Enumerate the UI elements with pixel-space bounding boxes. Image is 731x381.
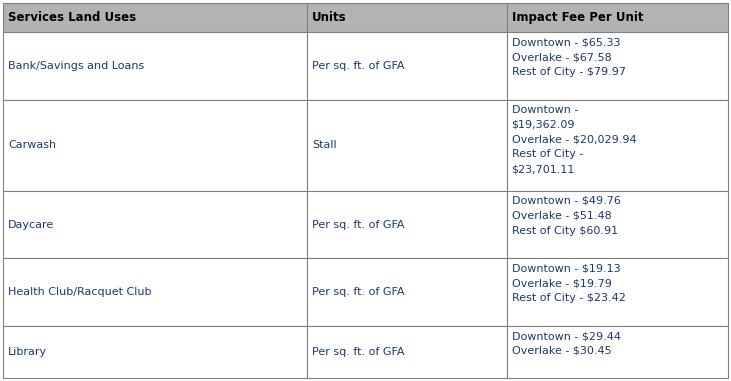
Text: Downtown - $65.33
Overlake - $67.58
Rest of City - $79.97: Downtown - $65.33 Overlake - $67.58 Rest… [512, 37, 626, 77]
Text: Downtown - $19.13
Overlake - $19.79
Rest of City - $23.42: Downtown - $19.13 Overlake - $19.79 Rest… [512, 264, 626, 303]
Text: Per sq. ft. of GFA: Per sq. ft. of GFA [312, 287, 405, 297]
Bar [3, 32, 307, 100]
Text: Downtown - $29.44
Overlake - $30.45: Downtown - $29.44 Overlake - $30.45 [512, 331, 621, 356]
Bar [507, 191, 728, 258]
Bar [3, 100, 307, 191]
Text: Downtown -
$19,362.09
Overlake - $20,029.94
Rest of City -
$23,701.11: Downtown - $19,362.09 Overlake - $20,029… [512, 105, 636, 174]
Bar [507, 326, 728, 378]
Text: Per sq. ft. of GFA: Per sq. ft. of GFA [312, 347, 405, 357]
Bar [307, 3, 507, 32]
Bar [307, 258, 507, 326]
Text: Per sq. ft. of GFA: Per sq. ft. of GFA [312, 220, 405, 230]
Text: Units: Units [312, 11, 346, 24]
Bar [3, 258, 307, 326]
Text: Stall: Stall [312, 141, 337, 150]
Bar [507, 100, 728, 191]
Bar [3, 3, 307, 32]
Text: Daycare: Daycare [8, 220, 54, 230]
Bar [307, 191, 507, 258]
Text: Library: Library [8, 347, 47, 357]
Bar [307, 32, 507, 100]
Bar [507, 32, 728, 100]
Bar [3, 191, 307, 258]
Text: Health Club/Racquet Club: Health Club/Racquet Club [8, 287, 151, 297]
Text: Bank/Savings and Loans: Bank/Savings and Loans [8, 61, 144, 71]
Bar [3, 326, 307, 378]
Bar [507, 3, 728, 32]
Bar [307, 100, 507, 191]
Bar [307, 326, 507, 378]
Text: Downtown - $49.76
Overlake - $51.48
Rest of City $60.91: Downtown - $49.76 Overlake - $51.48 Rest… [512, 196, 621, 235]
Bar [507, 258, 728, 326]
Text: Services Land Uses: Services Land Uses [8, 11, 136, 24]
Text: Carwash: Carwash [8, 141, 56, 150]
Text: Per sq. ft. of GFA: Per sq. ft. of GFA [312, 61, 405, 71]
Text: Impact Fee Per Unit: Impact Fee Per Unit [512, 11, 643, 24]
